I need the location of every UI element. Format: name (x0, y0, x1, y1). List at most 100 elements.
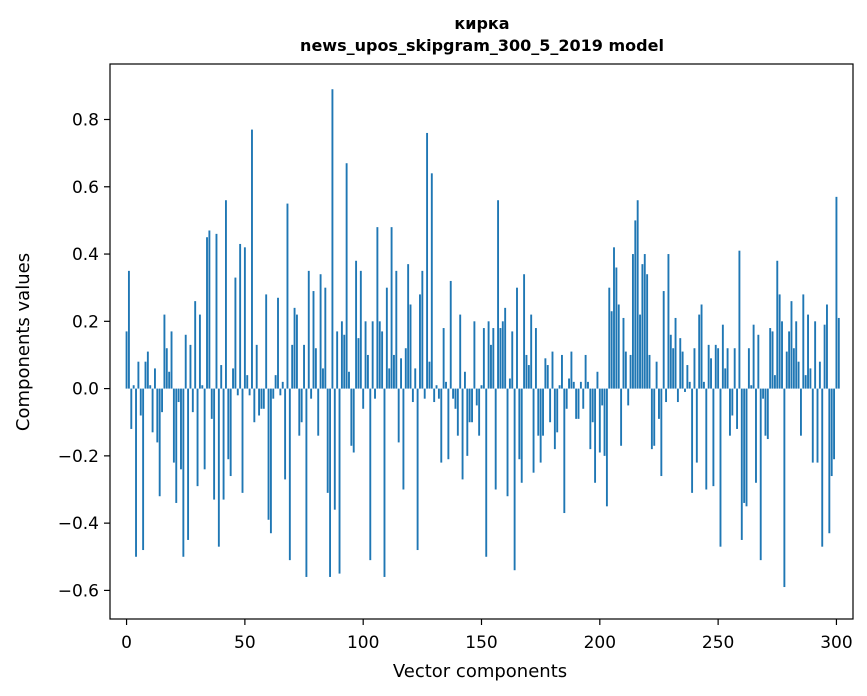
bar (255, 344, 258, 389)
bar (579, 381, 582, 389)
bar (643, 254, 646, 389)
bar (776, 260, 779, 389)
bar (265, 294, 268, 389)
bar (752, 324, 755, 389)
bar (589, 388, 592, 450)
bar (702, 381, 705, 389)
bar (662, 291, 665, 389)
bar (724, 368, 727, 389)
bar (596, 371, 599, 389)
chart-subtitle: news_upos_skipgram_300_5_2019 model (300, 36, 664, 55)
bar (762, 388, 765, 399)
bar (262, 388, 265, 409)
bar (260, 388, 263, 409)
bar (603, 388, 606, 456)
bar (241, 388, 244, 493)
bar (333, 388, 336, 510)
bar (601, 388, 604, 406)
bar (809, 368, 812, 389)
bar (194, 301, 197, 389)
bar (322, 368, 324, 389)
bar (225, 200, 227, 389)
bar (371, 321, 374, 389)
bar (411, 388, 414, 403)
bar (497, 200, 500, 389)
bar (430, 173, 433, 389)
bar (203, 388, 206, 470)
bar (627, 388, 630, 406)
bar (520, 388, 523, 483)
bar (400, 358, 402, 389)
bar (440, 388, 443, 463)
bar (419, 294, 421, 389)
bar (357, 338, 360, 389)
bar (676, 388, 679, 403)
bar (525, 354, 528, 389)
bar (617, 304, 620, 389)
bar (421, 270, 424, 389)
bar (404, 348, 407, 389)
bar (729, 388, 731, 436)
bar (269, 388, 272, 534)
bar (672, 348, 675, 389)
bar (693, 348, 696, 389)
bar (771, 331, 774, 389)
bar (239, 243, 242, 389)
bar (293, 307, 296, 389)
bar (248, 388, 251, 396)
bar (764, 388, 767, 436)
bar (326, 388, 329, 493)
bar (700, 304, 703, 389)
bar (187, 388, 190, 540)
bar (151, 388, 154, 433)
bar (437, 388, 440, 399)
bar (182, 388, 185, 557)
bar (251, 129, 253, 389)
bar (213, 388, 216, 500)
bar (721, 324, 724, 389)
bar (755, 388, 757, 483)
bar (217, 388, 220, 547)
bar (317, 388, 320, 436)
bar (449, 280, 452, 389)
bar (227, 388, 230, 460)
bar (766, 388, 769, 440)
bar (736, 388, 738, 429)
bar (478, 388, 481, 436)
bar (546, 365, 549, 389)
bar (471, 388, 473, 423)
bar (795, 321, 798, 389)
x-axis-label: Vector components (393, 661, 567, 682)
bar (435, 385, 438, 389)
bar (591, 388, 594, 423)
bar (452, 388, 455, 399)
bar (731, 388, 734, 416)
bar (433, 388, 436, 403)
bar (698, 314, 701, 389)
bar (797, 361, 800, 389)
bar (206, 237, 208, 389)
bar (542, 388, 544, 436)
bar (475, 388, 478, 406)
bar (300, 388, 303, 423)
bar (364, 321, 367, 389)
bar (684, 388, 686, 392)
bar (641, 264, 644, 389)
bar (587, 381, 589, 389)
bar (132, 385, 135, 389)
x-tick-label: 0 (121, 633, 132, 653)
bar (307, 270, 310, 389)
bar (277, 297, 279, 389)
bar (818, 361, 821, 389)
bar (816, 388, 819, 463)
bar (208, 230, 211, 389)
bar (681, 351, 684, 389)
bar (139, 388, 142, 416)
bar (149, 385, 152, 389)
bar (198, 314, 201, 389)
bar (544, 358, 547, 389)
bar (156, 388, 159, 443)
bar (792, 348, 795, 389)
bar (745, 388, 748, 507)
bar (622, 317, 625, 389)
